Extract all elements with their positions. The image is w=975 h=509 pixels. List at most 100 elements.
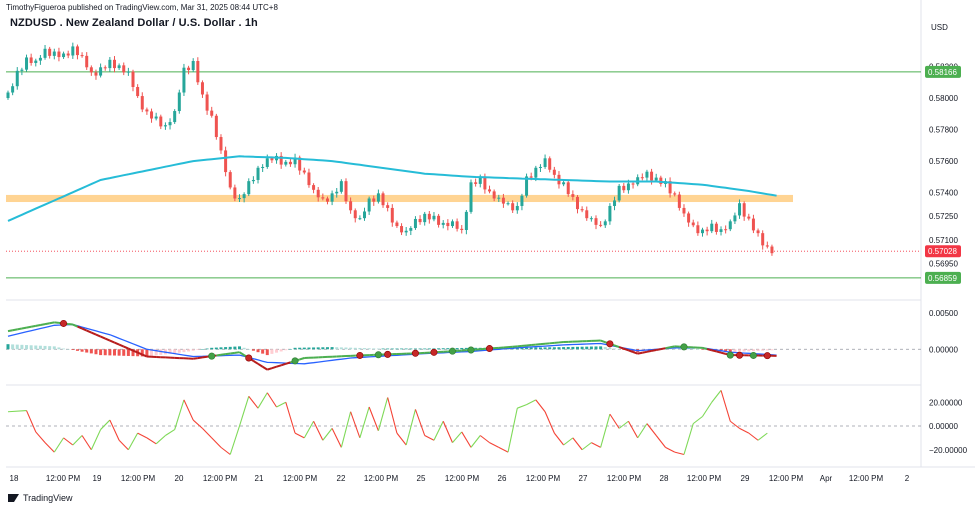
macd-histogram-bar [228,346,232,350]
macd-line-segment [86,329,92,334]
candle-body [613,200,617,206]
candle-body [770,246,774,254]
macd-histogram-bar [534,347,538,350]
macd-histogram-bar [251,349,255,351]
currency-label[interactable]: USD [931,23,948,32]
macd-histogram-bar [256,349,260,353]
oscillator-line-segment [461,431,472,448]
macd-line-segment [252,360,259,365]
oscillator-line-segment [627,420,639,439]
candle-body [599,224,603,226]
publisher-note: TimothyFigueroa published on TradingView… [6,3,278,12]
macd-histogram-bar [312,347,316,350]
candle-body [316,189,320,198]
macd-line-segment [81,327,88,332]
oscillator-line-segment [396,432,407,446]
candle-body [432,215,436,220]
last-price-label: 0.57028 [928,247,957,256]
macd-line-segment [127,347,134,352]
macd-histogram-bar [145,349,149,357]
candle-body [173,111,177,123]
candle-body [112,59,116,69]
macd-line-segment [49,321,55,325]
candle-body [390,207,394,223]
candle-body [261,166,265,168]
macd-histogram-bar [427,348,431,350]
candle-body [608,205,612,222]
candle-body [673,193,677,195]
candle-body [20,69,24,71]
time-tick-label: 2 [905,474,910,483]
macd-histogram-bar [122,349,126,356]
macd-histogram-bar [349,347,353,350]
macd-histogram-bar [395,348,399,350]
macd-line-segment [665,346,671,350]
macd-cross-down-dot [411,349,419,357]
macd-line-segment [44,322,50,326]
macd-line-segment [271,365,277,370]
oscillator-line-segment [192,419,203,429]
macd-histogram-bar [182,349,186,353]
oscillator-line-segment [581,442,592,451]
macd-histogram-bar [11,344,15,350]
macd-histogram-bar [242,347,246,350]
oscillator-line-segment [544,411,555,434]
candle-body [571,194,575,197]
ema-line [7,155,777,222]
candle-body [575,196,579,210]
candle-body [381,193,385,206]
candle-body [742,203,746,217]
macd-line-segment [26,325,32,329]
candle-body [464,211,468,230]
macd-line-segment [100,335,106,340]
oscillator-line-segment [377,397,389,431]
candle-body [62,53,66,58]
macd-histogram-bar [390,348,394,350]
macd-histogram-bar [673,348,677,350]
macd-histogram-bar [358,347,362,350]
oscillator-line-segment [368,406,379,431]
macd-line-segment [17,327,23,331]
macd-histogram-bar [15,344,19,350]
candle-body [483,176,487,190]
time-tick-label: 12:00 PM [364,474,399,483]
candle-body [376,193,380,202]
level-tag [925,271,961,284]
oscillator-line-segment [739,427,750,434]
macd-line-segment [202,355,208,359]
oscillator-line-segment [748,432,759,441]
candle-body [413,218,417,229]
oscillator-tick-label: −20.00000 [929,446,968,455]
macd-histogram-bar [154,349,158,356]
symbol-title[interactable]: NZDUSD . New Zealand Dollar / U.S. Dolla… [10,17,258,29]
macd-histogram-bar [265,349,269,356]
macd-tick-label: 0.00500 [929,309,958,318]
candle-body [386,205,390,208]
macd-histogram-bar [687,348,691,350]
macd-histogram-bar [677,348,681,350]
macd-histogram-bar [437,348,441,350]
candle-body [145,109,149,112]
macd-histogram-bar [455,348,459,350]
macd-histogram-bar [150,349,154,356]
candle-body [85,55,89,68]
macd-histogram-bar [464,347,468,350]
macd-cross-down-dot [430,348,438,356]
candle-body [177,92,181,112]
macd-line-segment [285,361,291,365]
oscillator-line-segment [517,404,527,409]
oscillator-line-segment [452,431,463,443]
candle-body [339,181,343,192]
macd-line-segment [35,323,41,327]
time-tick-label: 21 [255,474,264,483]
macd-line-segment [197,356,203,360]
oscillator-line-segment [442,421,453,443]
macd-line-segment [104,337,111,342]
oscillator-line-segment [127,432,139,451]
candle-body [751,218,755,231]
macd-histogram-bar [126,349,130,356]
macd-line-segment [262,365,268,371]
tradingview-brand[interactable]: TradingView [8,493,73,503]
macd-line-segment [141,353,148,358]
